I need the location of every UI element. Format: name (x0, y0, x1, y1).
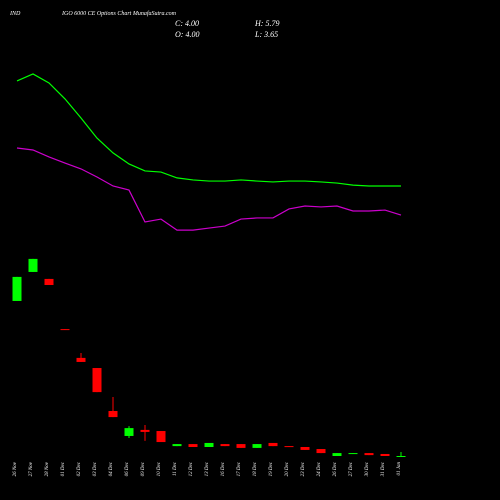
candle-body (28, 258, 38, 272)
x-tick-label: 18 Dec (253, 461, 258, 476)
x-tick-label: 16 Dec (221, 461, 226, 476)
candle-body (332, 453, 342, 456)
x-tick-label: 26 Nov (13, 461, 18, 476)
candle-body (380, 453, 390, 456)
x-tick-label: 17 Dec (237, 461, 242, 476)
candle-body (220, 444, 230, 447)
x-tick-label: 28 Nov (45, 461, 50, 476)
x-tick-label: 10 Dec (157, 461, 162, 476)
candle-body (284, 446, 294, 448)
candle-body (140, 429, 150, 432)
x-tick-label: 13 Dec (205, 461, 210, 476)
x-tick-label: 03 Dec (93, 461, 98, 476)
high-label: H: 5.79 (254, 19, 279, 28)
candle-body (156, 431, 166, 443)
x-tick-label: 26 Dec (333, 461, 338, 476)
candle-body (92, 368, 102, 393)
candle-body (204, 442, 214, 447)
open-label: O: 4.00 (175, 30, 199, 39)
x-tick-label: 11 Dec (173, 461, 178, 476)
candle-body (316, 449, 326, 454)
candle-body (108, 411, 118, 418)
x-tick-label: 02 Dec (77, 461, 82, 476)
candle-body (12, 276, 22, 301)
candle-body (172, 444, 182, 447)
line-series (16, 147, 402, 231)
x-tick-label: 01 Dec (61, 461, 66, 476)
x-tick-label: 12 Dec (189, 461, 194, 476)
candle-body (364, 453, 374, 456)
candle-body (76, 357, 86, 362)
candle-body (124, 428, 134, 436)
chart-title: IGO 6000 CE Options Chart MunafaSutra.co… (61, 10, 177, 17)
x-tick-label: 19 Dec (269, 461, 274, 476)
x-tick-label: 23 Dec (301, 461, 306, 476)
x-tick-label: 06 Dec (125, 461, 130, 476)
candle-body (396, 456, 406, 457)
close-label: C: 4.00 (175, 19, 199, 28)
x-tick-label: 24 Dec (317, 461, 322, 476)
candle-body (60, 329, 70, 331)
candle-body (236, 444, 246, 448)
x-tick-label: 09 Dec (141, 461, 146, 476)
candle-body (252, 444, 262, 448)
candle-body (44, 278, 54, 285)
candle-body (348, 453, 358, 455)
x-tick-label: 27 Nov (29, 461, 34, 476)
x-tick-label: 01 Jan (397, 462, 402, 476)
line-series (16, 73, 401, 187)
x-tick-label: 30 Dec (365, 461, 370, 476)
low-label: L: 3.65 (254, 30, 278, 39)
candle-body (268, 442, 278, 447)
x-tick-label: 20 Dec (285, 461, 290, 476)
candle-body (188, 444, 198, 447)
candle-body (300, 447, 310, 450)
title-left: IND (9, 11, 21, 17)
x-tick-label: 04 Dec (109, 461, 114, 476)
x-tick-label: 31 Dec (381, 461, 386, 476)
x-tick-label: 27 Dec (349, 461, 354, 476)
